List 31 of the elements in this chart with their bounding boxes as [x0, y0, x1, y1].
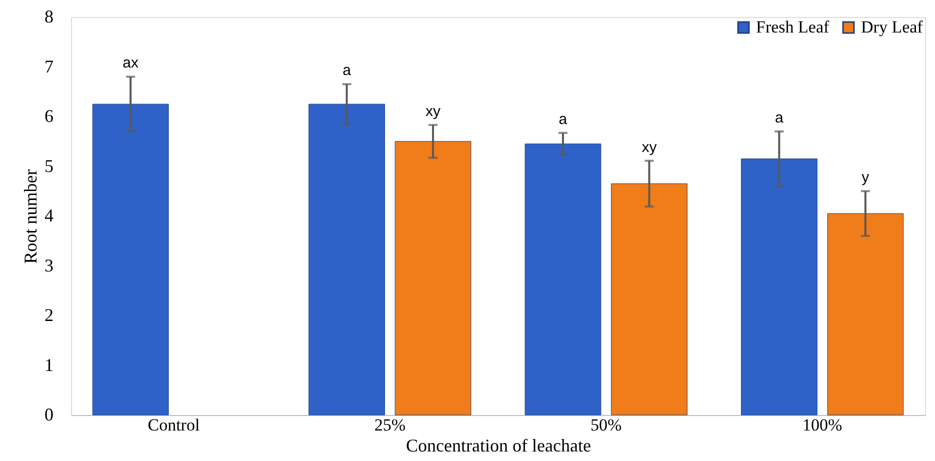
- x-tick-label: Control: [148, 416, 200, 434]
- x-tick-label: 50%: [590, 416, 622, 434]
- y-tick-label: 8: [44, 6, 54, 26]
- y-tick-label: 5: [44, 156, 54, 176]
- bar: [308, 104, 385, 416]
- x-axis-title: Concentration of leachate: [406, 436, 591, 456]
- legend-label: Fresh Leaf: [756, 18, 830, 37]
- y-tick-label: 0: [44, 404, 54, 424]
- bar: [827, 213, 904, 416]
- y-tick-label: 2: [44, 305, 54, 325]
- y-tick-label: 4: [44, 206, 54, 226]
- data-label: a: [342, 62, 352, 80]
- data-label: ax: [122, 54, 139, 72]
- bar: [611, 183, 688, 416]
- data-label: a: [775, 109, 784, 126]
- data-label: a: [558, 110, 568, 128]
- bar: [92, 104, 169, 416]
- x-tick-label: 100%: [802, 416, 842, 434]
- y-axis-title: Root number: [20, 169, 40, 264]
- bar: [524, 144, 602, 416]
- bar: [394, 141, 472, 416]
- data-label: xy: [642, 138, 658, 156]
- y-tick-label: 1: [44, 354, 54, 375]
- legend-label: Dry Leaf: [861, 18, 924, 37]
- y-tick-label: 3: [44, 255, 54, 276]
- x-tick-label: 25%: [374, 416, 406, 434]
- bar: [740, 158, 818, 416]
- y-tick-label: 7: [44, 56, 54, 76]
- data-label: xy: [426, 102, 442, 120]
- y-tick-label: 6: [44, 106, 54, 126]
- data-label: y: [862, 169, 870, 186]
